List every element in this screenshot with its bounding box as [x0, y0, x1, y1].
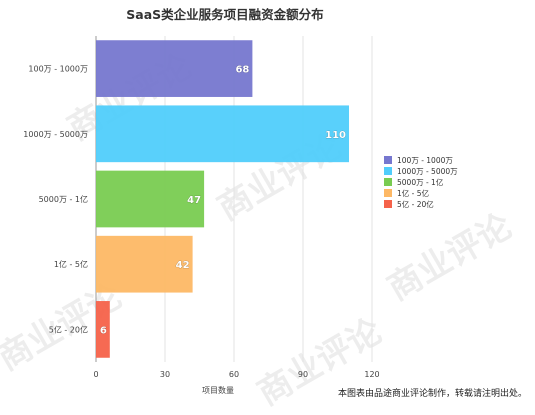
- footnote: 本图表由品途商业评论制作，转载请注明出处。: [337, 389, 527, 399]
- legend-swatch: [384, 167, 392, 175]
- legend-swatch: [384, 178, 392, 186]
- legend-swatch: [384, 200, 392, 208]
- x-tick-label: 60: [229, 370, 239, 379]
- bar: [96, 40, 253, 97]
- data-label: 110: [325, 130, 346, 141]
- bar: [96, 235, 193, 293]
- legend-entry: 1亿 - 5亿: [397, 188, 430, 198]
- data-label: 6: [100, 325, 107, 336]
- legend-entry: 1000万 - 5000万: [397, 167, 458, 176]
- legend-swatch: [384, 189, 392, 197]
- bar: [96, 301, 110, 358]
- data-label: 68: [235, 65, 249, 76]
- bars: 68 110 47 42 6: [96, 40, 349, 358]
- y-axis-labels: 100万 - 1000万 1000万 - 5000万 5000万 - 1亿 1亿 - …: [23, 65, 88, 335]
- legend-entry: 100万 - 1000万: [397, 156, 453, 165]
- y-tick-label: 100万 - 1000万: [28, 65, 88, 74]
- x-axis-ticks: 0 30 60 90 120: [93, 370, 379, 379]
- y-tick-label: 1000万 - 5000万: [23, 130, 88, 139]
- x-tick-label: 120: [364, 370, 379, 379]
- legend-swatch: [384, 156, 392, 164]
- bar: [96, 170, 205, 228]
- y-tick-label: 5亿 - 20亿: [49, 324, 88, 334]
- x-axis-title: 项目数量: [202, 385, 234, 395]
- bar-chart: SaaS类企业服务项目融资金额分布 68 110 47 42 6 100万 - 1000…: [23, 7, 458, 395]
- y-tick-label: 1亿 - 5亿: [54, 259, 88, 269]
- legend-entry: 5000万 - 1亿: [397, 177, 444, 187]
- chart-title: SaaS类企业服务项目融资金额分布: [126, 7, 324, 22]
- bar: [96, 105, 349, 163]
- legend-entry: 5亿 - 20亿: [397, 199, 434, 209]
- x-tick-label: 0: [93, 370, 98, 379]
- x-tick-label: 30: [160, 370, 170, 379]
- x-tick-label: 90: [298, 370, 308, 379]
- y-tick-label: 5000万 - 1亿: [39, 194, 88, 204]
- data-label: 47: [187, 195, 201, 206]
- data-label: 42: [176, 260, 190, 271]
